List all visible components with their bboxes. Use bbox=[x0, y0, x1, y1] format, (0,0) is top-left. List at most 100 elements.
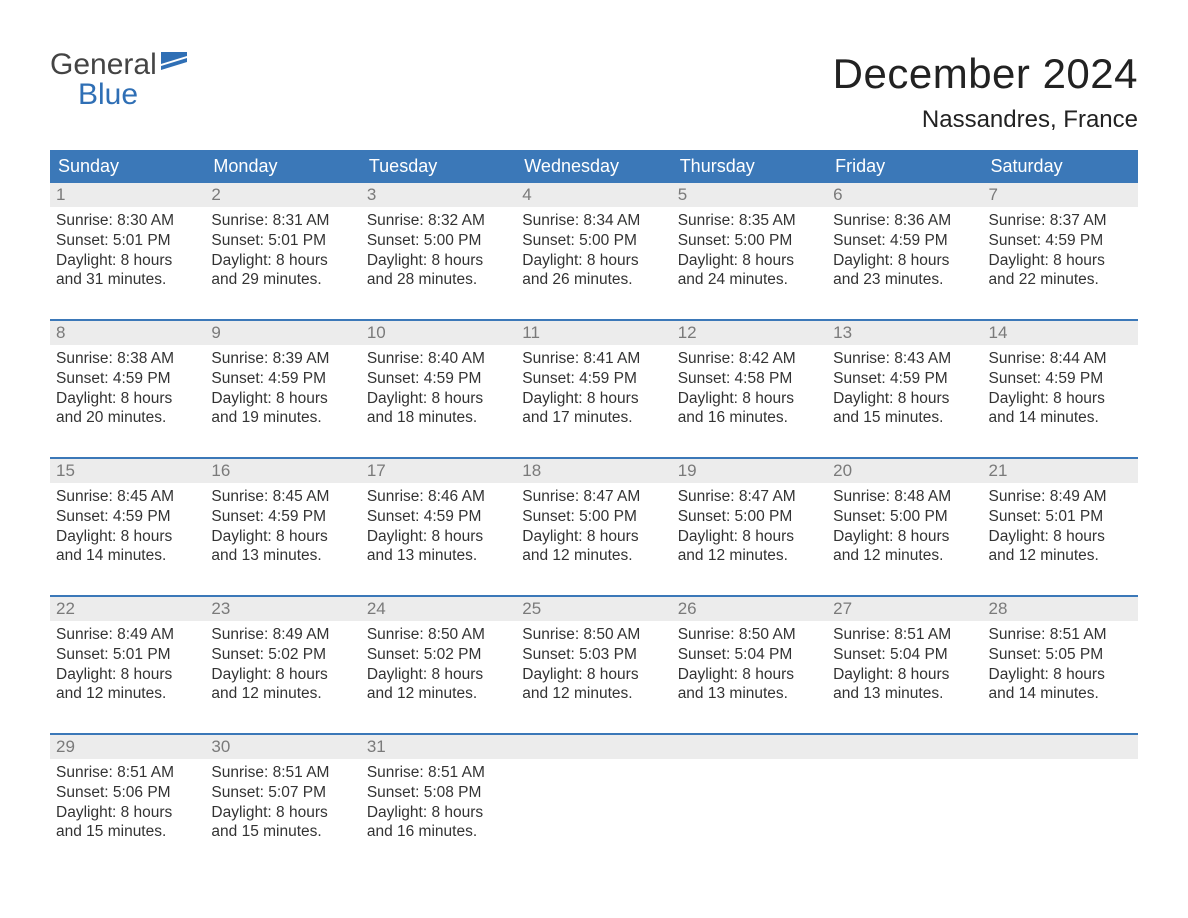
day-body: Sunrise: 8:49 AMSunset: 5:02 PMDaylight:… bbox=[205, 621, 360, 704]
sunrise-text: Sunrise: 8:45 AM bbox=[211, 487, 354, 507]
sunset-text: Sunset: 5:03 PM bbox=[522, 645, 665, 665]
logo-text-blue: Blue bbox=[78, 78, 138, 111]
day-body: Sunrise: 8:48 AMSunset: 5:00 PMDaylight:… bbox=[827, 483, 982, 566]
day-cell: 27Sunrise: 8:51 AMSunset: 5:04 PMDayligh… bbox=[827, 597, 982, 715]
day-body: Sunrise: 8:38 AMSunset: 4:59 PMDaylight:… bbox=[50, 345, 205, 428]
daylight-line1: Daylight: 8 hours bbox=[367, 527, 510, 547]
day-cell: 26Sunrise: 8:50 AMSunset: 5:04 PMDayligh… bbox=[672, 597, 827, 715]
empty-day-cell: . bbox=[672, 735, 827, 853]
day-cell: 17Sunrise: 8:46 AMSunset: 4:59 PMDayligh… bbox=[361, 459, 516, 577]
day-number: 15 bbox=[56, 461, 75, 480]
sunset-text: Sunset: 5:00 PM bbox=[367, 231, 510, 251]
day-cell: 1Sunrise: 8:30 AMSunset: 5:01 PMDaylight… bbox=[50, 183, 205, 301]
day-body: Sunrise: 8:43 AMSunset: 4:59 PMDaylight:… bbox=[827, 345, 982, 428]
week-row: 8 Sunrise: 8:38 AMSunset: 4:59 PMDaylight… bbox=[50, 319, 1138, 439]
daylight-line1: Daylight: 8 hours bbox=[56, 389, 199, 409]
day-number: 8 bbox=[56, 323, 65, 342]
day-number-row: 18 bbox=[516, 459, 671, 483]
day-number: 5 bbox=[678, 185, 687, 204]
day-body: Sunrise: 8:31 AMSunset: 5:01 PMDaylight:… bbox=[205, 207, 360, 290]
sunset-text: Sunset: 4:59 PM bbox=[989, 231, 1132, 251]
day-cell: 28Sunrise: 8:51 AMSunset: 5:05 PMDayligh… bbox=[983, 597, 1138, 715]
day-cell: 16 Sunrise: 8:45 AMSunset: 4:59 PMDayligh… bbox=[205, 459, 360, 577]
month-title: December 2024 bbox=[833, 50, 1138, 98]
sunrise-text: Sunrise: 8:50 AM bbox=[678, 625, 821, 645]
day-number-row: 2 bbox=[205, 183, 360, 207]
sunset-text: Sunset: 5:01 PM bbox=[56, 231, 199, 251]
day-body: Sunrise: 8:49 AMSunset: 5:01 PMDaylight:… bbox=[983, 483, 1138, 566]
daylight-line1: Daylight: 8 hours bbox=[989, 527, 1132, 547]
day-cell: 14Sunrise: 8:44 AMSunset: 4:59 PMDayligh… bbox=[983, 321, 1138, 439]
day-number: 22 bbox=[56, 599, 75, 618]
sunrise-text: Sunrise: 8:47 AM bbox=[678, 487, 821, 507]
day-number: 13 bbox=[833, 323, 852, 342]
daylight-line2: and 28 minutes. bbox=[367, 270, 510, 290]
daylight-line2: and 12 minutes. bbox=[989, 546, 1132, 566]
day-number: 7 bbox=[989, 185, 998, 204]
day-number-row: 29 bbox=[50, 735, 205, 759]
day-number-row: 10 bbox=[361, 321, 516, 345]
daylight-line2: and 31 minutes. bbox=[56, 270, 199, 290]
day-number: 9 bbox=[211, 323, 220, 342]
day-cell: 6Sunrise: 8:36 AMSunset: 4:59 PMDaylight… bbox=[827, 183, 982, 301]
day-cell: 3Sunrise: 8:32 AMSunset: 5:00 PMDaylight… bbox=[361, 183, 516, 301]
sunset-text: Sunset: 5:00 PM bbox=[522, 231, 665, 251]
day-number-row: . bbox=[827, 735, 982, 759]
day-body: Sunrise: 8:50 AMSunset: 5:04 PMDaylight:… bbox=[672, 621, 827, 704]
sunrise-text: Sunrise: 8:49 AM bbox=[56, 625, 199, 645]
day-body: Sunrise: 8:51 AMSunset: 5:04 PMDaylight:… bbox=[827, 621, 982, 704]
day-cell: 4Sunrise: 8:34 AMSunset: 5:00 PMDaylight… bbox=[516, 183, 671, 301]
sunrise-text: Sunrise: 8:30 AM bbox=[56, 211, 199, 231]
sunset-text: Sunset: 5:00 PM bbox=[678, 231, 821, 251]
day-number-row: 16 bbox=[205, 459, 360, 483]
day-number-row: 26 bbox=[672, 597, 827, 621]
daylight-line1: Daylight: 8 hours bbox=[989, 251, 1132, 271]
day-number-row: 31 bbox=[361, 735, 516, 759]
sunset-text: Sunset: 4:59 PM bbox=[211, 507, 354, 527]
sunset-text: Sunset: 4:59 PM bbox=[211, 369, 354, 389]
day-body: Sunrise: 8:50 AMSunset: 5:02 PMDaylight:… bbox=[361, 621, 516, 704]
daylight-line2: and 15 minutes. bbox=[211, 822, 354, 842]
day-number: 18 bbox=[522, 461, 541, 480]
day-number-row: 23 bbox=[205, 597, 360, 621]
sunrise-text: Sunrise: 8:40 AM bbox=[367, 349, 510, 369]
day-cell: 5Sunrise: 8:35 AMSunset: 5:00 PMDaylight… bbox=[672, 183, 827, 301]
daylight-line1: Daylight: 8 hours bbox=[833, 251, 976, 271]
location: Nassandres, France bbox=[833, 106, 1138, 134]
daylight-line2: and 24 minutes. bbox=[678, 270, 821, 290]
sunrise-text: Sunrise: 8:51 AM bbox=[833, 625, 976, 645]
day-number-row: 9 bbox=[205, 321, 360, 345]
sunrise-text: Sunrise: 8:46 AM bbox=[367, 487, 510, 507]
sunrise-text: Sunrise: 8:34 AM bbox=[522, 211, 665, 231]
day-body: Sunrise: 8:32 AMSunset: 5:00 PMDaylight:… bbox=[361, 207, 516, 290]
day-number-row: 30 bbox=[205, 735, 360, 759]
daylight-line1: Daylight: 8 hours bbox=[56, 527, 199, 547]
day-cell: 18Sunrise: 8:47 AMSunset: 5:00 PMDayligh… bbox=[516, 459, 671, 577]
day-number: 10 bbox=[367, 323, 386, 342]
sunrise-text: Sunrise: 8:44 AM bbox=[989, 349, 1132, 369]
daylight-line2: and 12 minutes. bbox=[833, 546, 976, 566]
sunrise-text: Sunrise: 8:51 AM bbox=[367, 763, 510, 783]
sunset-text: Sunset: 4:59 PM bbox=[522, 369, 665, 389]
day-number-row: 19 bbox=[672, 459, 827, 483]
daylight-line1: Daylight: 8 hours bbox=[211, 251, 354, 271]
header: General Blue December 2024 Nassandres, F… bbox=[50, 50, 1138, 144]
sunset-text: Sunset: 5:08 PM bbox=[367, 783, 510, 803]
sunrise-text: Sunrise: 8:36 AM bbox=[833, 211, 976, 231]
day-number: 2 bbox=[211, 185, 220, 204]
sunset-text: Sunset: 4:59 PM bbox=[56, 369, 199, 389]
weekday-header: Monday bbox=[205, 150, 360, 183]
day-number-row: 22 bbox=[50, 597, 205, 621]
sunrise-text: Sunrise: 8:48 AM bbox=[833, 487, 976, 507]
sunrise-text: Sunrise: 8:35 AM bbox=[678, 211, 821, 231]
day-cell: 9Sunrise: 8:39 AMSunset: 4:59 PMDaylight… bbox=[205, 321, 360, 439]
calendar: SundayMondayTuesdayWednesdayThursdayFrid… bbox=[50, 150, 1138, 853]
daylight-line1: Daylight: 8 hours bbox=[211, 527, 354, 547]
weekday-header: Wednesday bbox=[516, 150, 671, 183]
daylight-line2: and 12 minutes. bbox=[56, 684, 199, 704]
day-number-row: 1 bbox=[50, 183, 205, 207]
weekday-header-row: SundayMondayTuesdayWednesdayThursdayFrid… bbox=[50, 150, 1138, 183]
daylight-line1: Daylight: 8 hours bbox=[56, 665, 199, 685]
sunrise-text: Sunrise: 8:51 AM bbox=[989, 625, 1132, 645]
daylight-line2: and 15 minutes. bbox=[56, 822, 199, 842]
